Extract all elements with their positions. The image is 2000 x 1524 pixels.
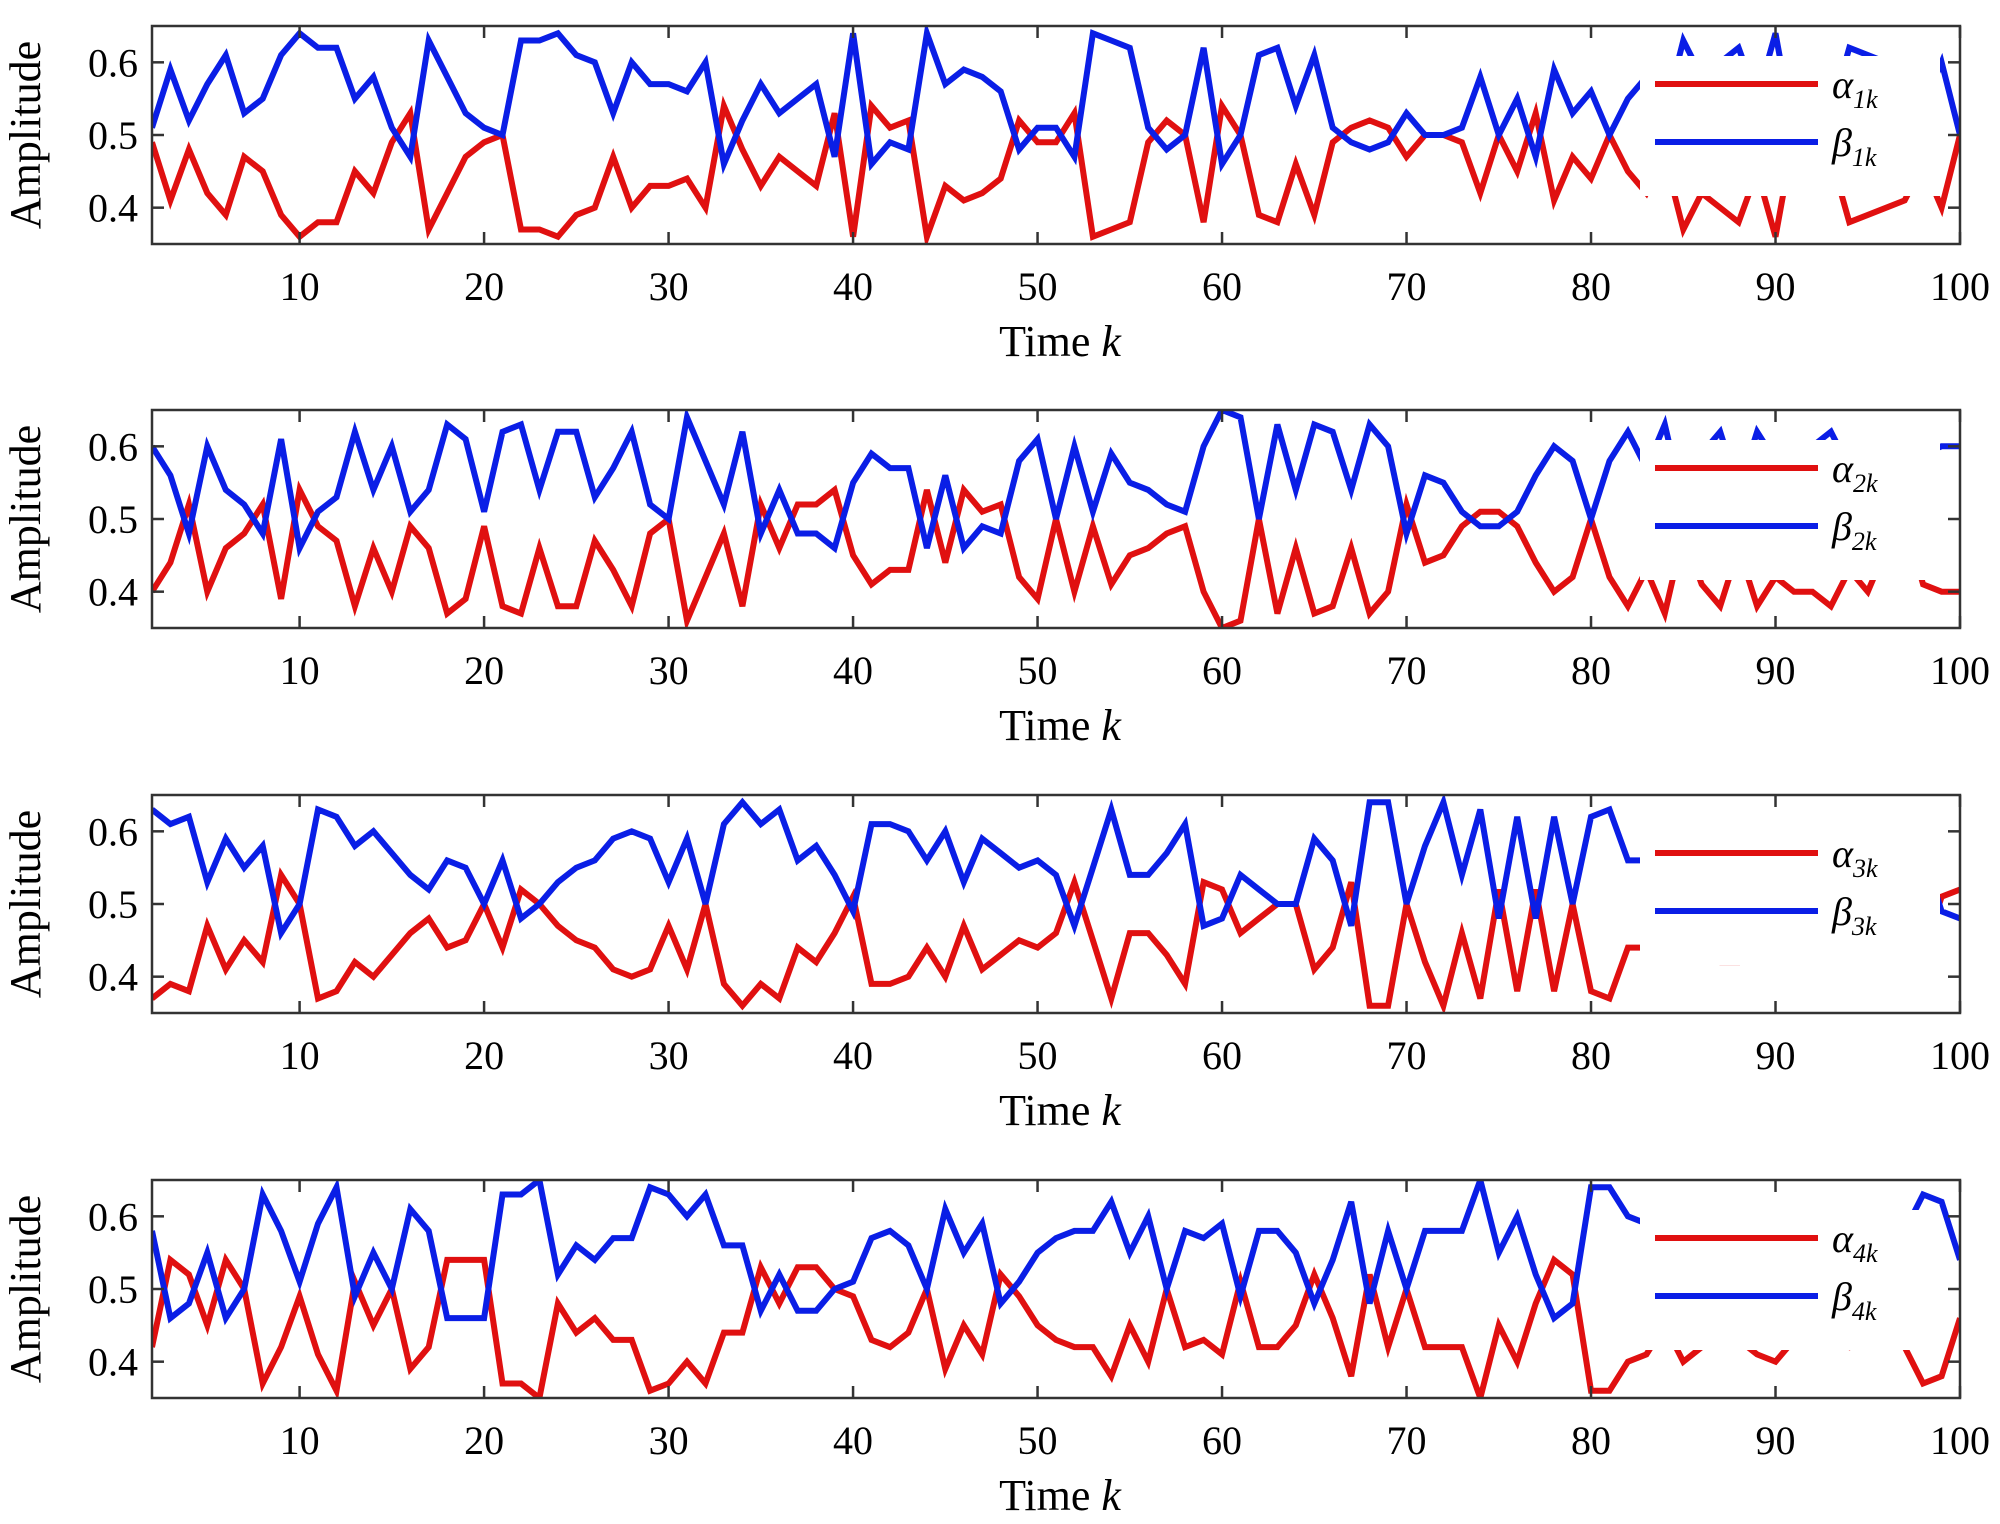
x-tick-label: 20	[464, 1418, 504, 1463]
x-tick-label: 70	[1387, 648, 1427, 693]
x-axis-title: Time k	[999, 701, 1122, 750]
x-tick-label: 20	[464, 1033, 504, 1078]
x-tick-label: 10	[280, 648, 320, 693]
x-tick-label: 50	[1018, 1033, 1058, 1078]
x-tick-label: 40	[833, 1033, 873, 1078]
x-tick-label: 30	[649, 1418, 689, 1463]
legend-label: β2k	[1831, 504, 1877, 556]
x-tick-label: 100	[1930, 648, 1990, 693]
legend-label: α4k	[1832, 1216, 1878, 1268]
legend-box	[1640, 440, 1940, 580]
x-tick-label: 80	[1571, 1033, 1611, 1078]
legend-box	[1640, 56, 1940, 196]
legend-label: α1k	[1832, 62, 1878, 114]
x-tick-label: 90	[1756, 1033, 1796, 1078]
y-tick-label: 0.6	[88, 809, 138, 854]
x-tick-label: 20	[464, 648, 504, 693]
y-tick-label: 0.5	[88, 882, 138, 927]
y-tick-label: 0.4	[88, 186, 138, 231]
legend-box	[1640, 1210, 1940, 1350]
x-tick-label: 60	[1202, 648, 1242, 693]
y-axis-title: Amplitude	[1, 425, 50, 613]
legend-label: α2k	[1832, 446, 1878, 498]
y-axis-title: Amplitude	[1, 1195, 50, 1383]
x-tick-label: 10	[280, 1033, 320, 1078]
x-tick-label: 20	[464, 264, 504, 309]
x-tick-label: 50	[1018, 648, 1058, 693]
y-tick-label: 0.6	[88, 1194, 138, 1239]
x-tick-label: 30	[649, 648, 689, 693]
y-tick-label: 0.6	[88, 40, 138, 85]
x-tick-label: 50	[1018, 264, 1058, 309]
x-tick-label: 70	[1387, 264, 1427, 309]
y-tick-label: 0.5	[88, 1267, 138, 1312]
x-tick-label: 70	[1387, 1418, 1427, 1463]
y-tick-label: 0.5	[88, 113, 138, 158]
x-tick-label: 100	[1930, 1033, 1990, 1078]
x-axis-title: Time k	[999, 1471, 1122, 1520]
x-tick-label: 60	[1202, 1033, 1242, 1078]
y-axis-title: Amplitude	[1, 41, 50, 229]
x-tick-label: 40	[833, 1418, 873, 1463]
x-tick-label: 30	[649, 264, 689, 309]
x-tick-label: 10	[280, 264, 320, 309]
x-tick-label: 90	[1756, 264, 1796, 309]
x-tick-label: 50	[1018, 1418, 1058, 1463]
x-tick-label: 40	[833, 648, 873, 693]
x-tick-label: 30	[649, 1033, 689, 1078]
x-tick-label: 100	[1930, 1418, 1990, 1463]
x-tick-label: 60	[1202, 1418, 1242, 1463]
y-tick-label: 0.4	[88, 1340, 138, 1385]
x-tick-label: 80	[1571, 264, 1611, 309]
legend-label: α3k	[1832, 831, 1878, 883]
x-axis-title: Time k	[999, 1086, 1122, 1135]
x-tick-label: 90	[1756, 648, 1796, 693]
series-line-β2k	[152, 410, 1960, 558]
y-axis-title: Amplitude	[1, 810, 50, 998]
x-tick-label: 70	[1387, 1033, 1427, 1078]
legend-label: β3k	[1831, 889, 1877, 941]
x-tick-label: 80	[1571, 1418, 1611, 1463]
x-tick-label: 100	[1930, 264, 1990, 309]
x-tick-label: 90	[1756, 1418, 1796, 1463]
legend-label: β1k	[1831, 120, 1877, 172]
y-tick-label: 0.4	[88, 570, 138, 615]
y-tick-label: 0.6	[88, 424, 138, 469]
y-tick-label: 0.5	[88, 497, 138, 542]
x-tick-label: 40	[833, 264, 873, 309]
x-tick-label: 80	[1571, 648, 1611, 693]
legend-label: β4k	[1831, 1274, 1877, 1326]
y-tick-label: 0.4	[88, 955, 138, 1000]
legend-box	[1640, 825, 1940, 965]
x-tick-label: 10	[280, 1418, 320, 1463]
x-axis-title: Time k	[999, 317, 1122, 366]
x-tick-label: 60	[1202, 264, 1242, 309]
